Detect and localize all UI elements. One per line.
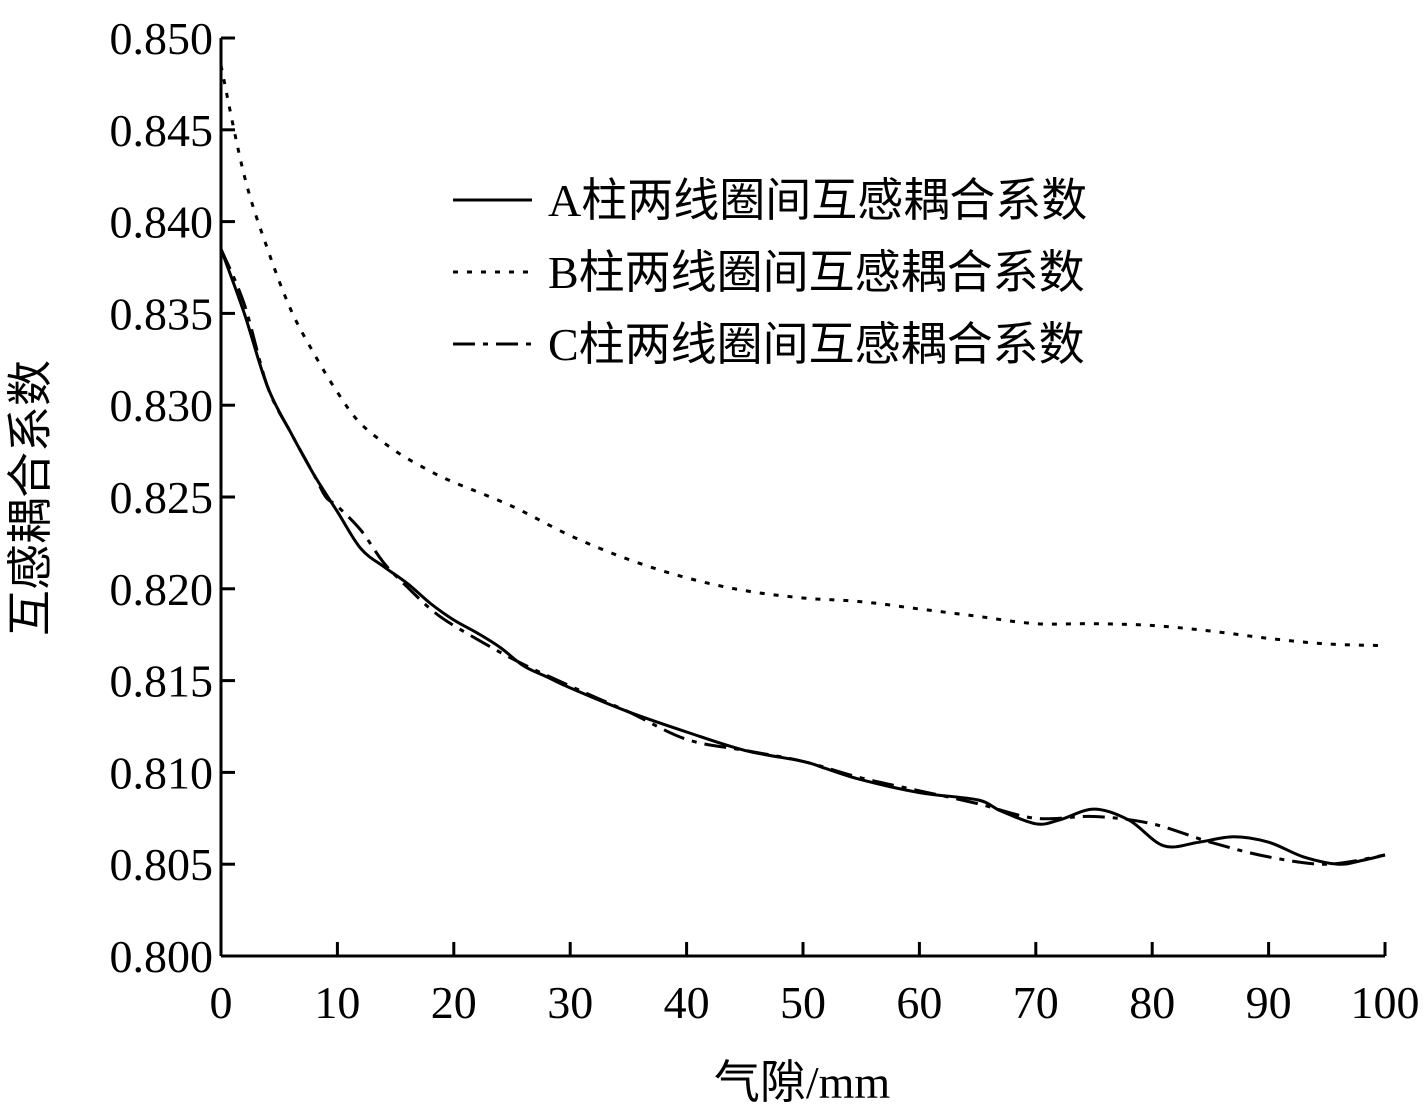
y-tick-label: 0.805 xyxy=(110,839,214,890)
x-tick-label: 40 xyxy=(664,977,710,1028)
x-tick-label: 30 xyxy=(547,977,593,1028)
legend-label-3: C柱两线圈间互感耦合系数 xyxy=(548,319,1085,370)
plot-lines xyxy=(219,65,1386,866)
x-tick-label: 20 xyxy=(431,977,477,1028)
y-tick-label: 0.850 xyxy=(110,13,214,64)
y-tick-label: 0.820 xyxy=(110,564,214,615)
legend-label-2: B柱两线圈间互感耦合系数 xyxy=(548,247,1085,298)
y-tick-label: 0.800 xyxy=(110,931,214,982)
x-axis-title: 气隙/mm xyxy=(714,1057,891,1108)
legend: A柱两线圈间互感耦合系数 B柱两线圈间互感耦合系数 C柱两线圈间互感耦合系数 xyxy=(453,175,1087,370)
y-tick-label: 0.815 xyxy=(110,656,214,707)
y-tick-label: 0.840 xyxy=(110,197,214,248)
x-tick-label: 80 xyxy=(1129,977,1175,1028)
x-tick-label: 0 xyxy=(210,977,233,1028)
legend-label-1: A柱两线圈间互感耦合系数 xyxy=(548,175,1087,226)
y-tick-label: 0.825 xyxy=(110,472,214,523)
x-tick-label: 60 xyxy=(896,977,942,1028)
x-tick-label: 70 xyxy=(1013,977,1059,1028)
y-tick-label: 0.810 xyxy=(110,747,214,798)
y-tick-label: 0.845 xyxy=(110,105,214,156)
x-tick-label: 10 xyxy=(314,977,360,1028)
y-tick-label: 0.835 xyxy=(110,288,214,339)
axes: 0 10 20 30 40 50 60 70 80 90 100 0.800 0.805 0.810 0.8… xyxy=(110,13,1420,1028)
y-tick-label: 0.830 xyxy=(110,380,214,431)
series-line-3 xyxy=(219,248,1386,866)
y-axis-title: 互感耦合系数 xyxy=(5,360,56,636)
x-tick-label: 90 xyxy=(1246,977,1292,1028)
x-tick-label: 100 xyxy=(1351,977,1420,1028)
x-tick-label: 50 xyxy=(780,977,826,1028)
series-line-2 xyxy=(219,65,1386,648)
series-line-1 xyxy=(219,248,1386,866)
